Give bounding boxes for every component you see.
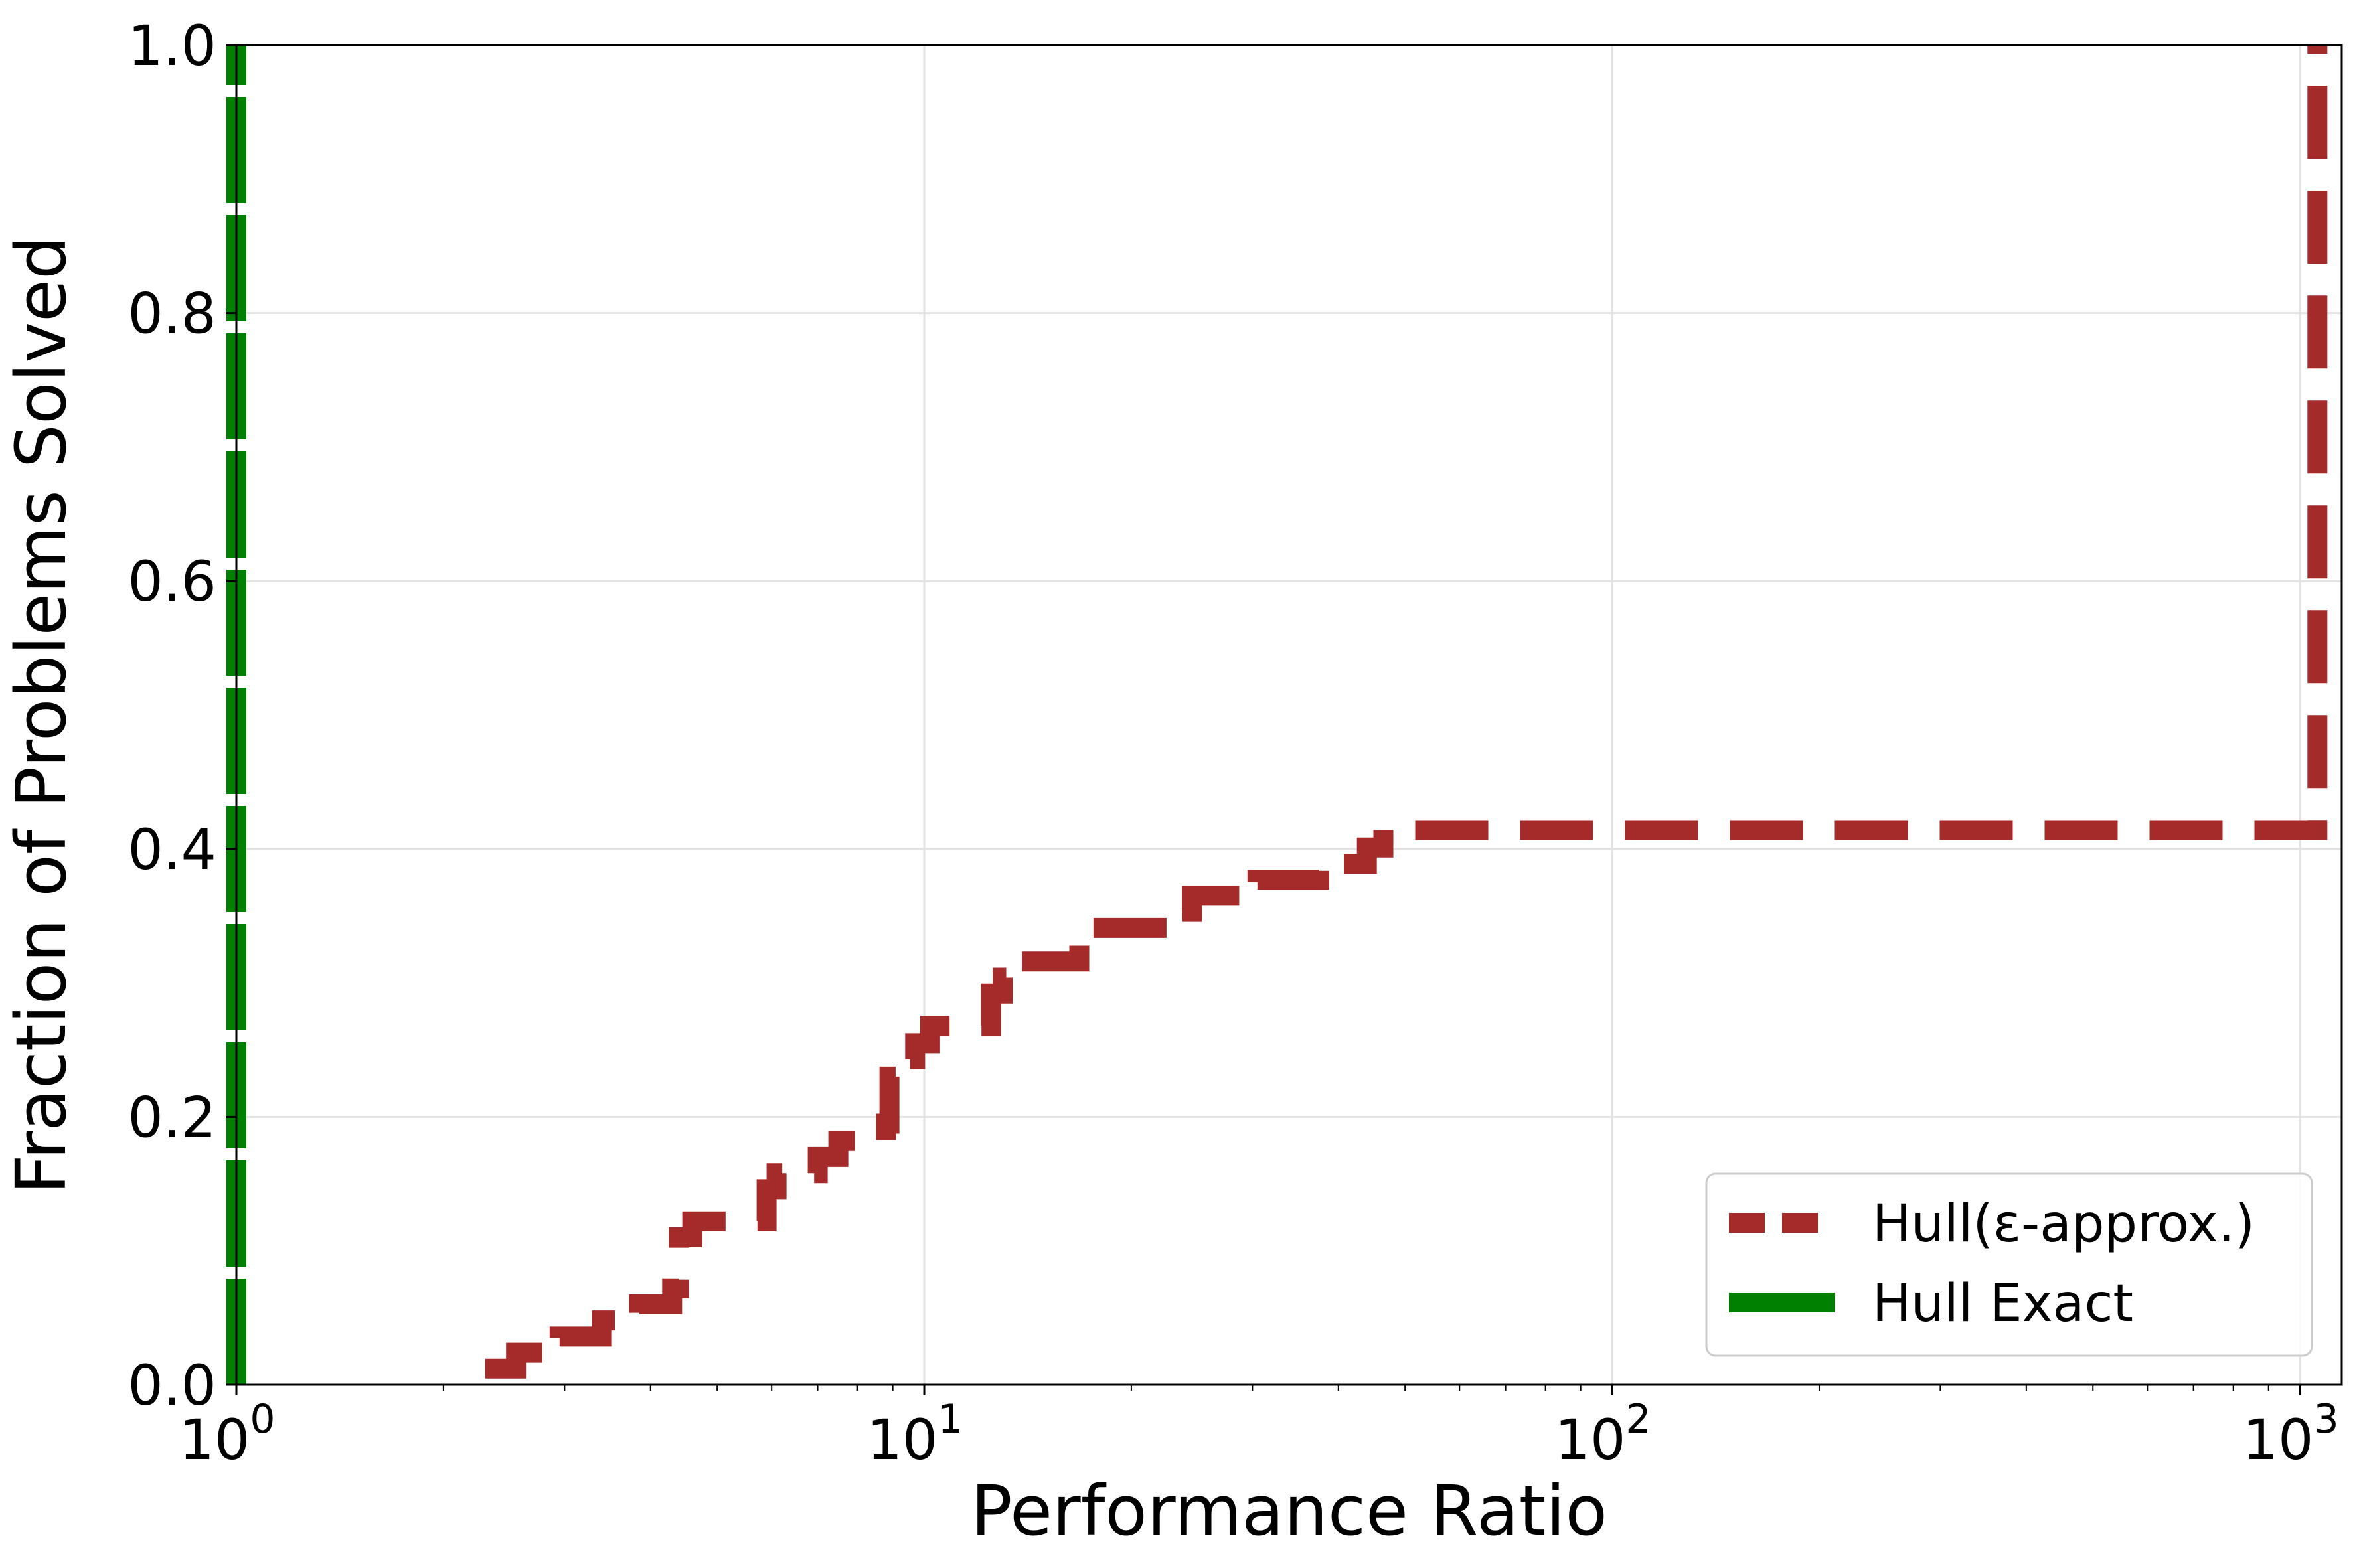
tick-labels: 0.0 0.2 0.4 0.6 0.8 1.0 100 101 102 103 [127, 13, 2338, 1472]
series-hull-approx-line [485, 45, 2328, 1379]
x-tick-label: 102 [1555, 1396, 1651, 1472]
y-tick-label: 0.2 [127, 1085, 216, 1150]
x-tick-label: 101 [866, 1396, 963, 1472]
y-tick-label: 0.6 [127, 549, 216, 614]
x-tick-label: 103 [2243, 1396, 2339, 1472]
x-tick-label: 100 [179, 1396, 275, 1472]
legend: Hull(ε-approx.) Hull Exact [1705, 1172, 2313, 1357]
legend-box [1705, 1172, 2313, 1357]
axes [235, 44, 2343, 1386]
y-tick-label: 1.0 [127, 13, 216, 78]
legend-label-hull-approx: Hull(ε-approx.) [1872, 1194, 2255, 1254]
y-tick-label: 0.4 [127, 817, 216, 882]
y-tick-label: 0.8 [127, 281, 216, 347]
y-tick-label: 0.0 [127, 1353, 216, 1418]
plot-frame [235, 44, 2343, 1386]
x-axis-label: Performance Ratio [971, 1470, 1607, 1551]
tick-marks [226, 44, 2301, 1395]
legend-label-hull-exact: Hull Exact [1872, 1274, 2133, 1334]
y-axis-label: Fraction of Problems Solved [1, 236, 82, 1194]
